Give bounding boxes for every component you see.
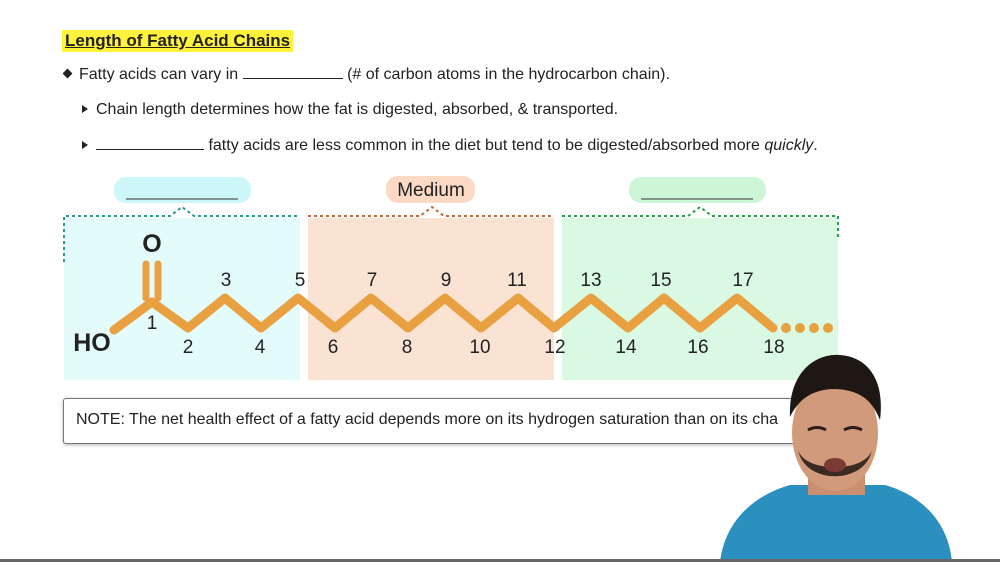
continuation-dot [809, 323, 819, 333]
note-box: NOTE: The net health effect of a fatty a… [63, 398, 835, 444]
carbon-number: 2 [183, 337, 194, 358]
carbon-number: 12 [544, 337, 565, 358]
medium-label: Medium [397, 180, 465, 201]
fatty-acid-chain-diagram: Medium O HO 1 2 3 4 5 6 7 8 9 10 11 12 1… [63, 176, 839, 380]
presenter-shirt [720, 485, 952, 562]
oxygen-atom: O [142, 230, 161, 258]
triangle-bullet-icon [82, 141, 88, 149]
carbon-number-labels: 1 2 3 4 5 6 7 8 9 10 11 12 13 14 15 16 1… [147, 270, 785, 358]
long-chain-brace [562, 205, 839, 240]
answer-blank-1 [242, 78, 343, 79]
carbon-number: 11 [507, 270, 527, 291]
carbon-number: 3 [221, 270, 232, 291]
carbon-number: 8 [402, 337, 413, 358]
long-chain-region [562, 218, 838, 380]
period: . [813, 137, 818, 154]
short-label-pill [114, 177, 251, 203]
sub-bullet-chain-length: Chain length determines how the fat is d… [82, 101, 618, 119]
carbon-number: 4 [255, 337, 266, 358]
presenter-mouth [824, 458, 846, 472]
carbon-number: 16 [687, 337, 708, 358]
carbon-number: 13 [580, 270, 601, 291]
carbon-number: 5 [295, 270, 306, 291]
presenter-webcam [720, 354, 952, 562]
carbon-number: 17 [732, 270, 753, 291]
bullet-fatty-acids-vary: Fatty acids can vary in (# of carbon ato… [62, 66, 670, 84]
triangle-bullet-icon [82, 105, 88, 113]
sub-bullet-less-common: fatty acids are less common in the diet … [82, 137, 818, 155]
page-title: Length of Fatty Acid Chains [62, 30, 294, 52]
short-chain-brace [63, 205, 300, 262]
diamond-bullet-icon [62, 68, 73, 79]
presenter-hair [789, 354, 881, 420]
carbon-number: 9 [441, 270, 452, 291]
presenter-eye-left [807, 426, 827, 432]
note-text: NOTE: The net health effect of a fatty a… [76, 411, 779, 428]
video-bottom-bar [0, 559, 1000, 562]
carbon-number: 10 [469, 337, 490, 358]
carbon-number: 15 [650, 270, 671, 291]
presenter-eye-right [843, 426, 863, 432]
hydroxyl-group: HO [73, 329, 111, 357]
carbon-number: 18 [763, 337, 784, 358]
carbon-number: 7 [367, 270, 378, 291]
continuation-dot [823, 323, 833, 333]
carbon-number: 14 [615, 337, 637, 358]
bullet-text-before: Fatty acids can vary in [79, 66, 239, 83]
carbon-number: 6 [328, 337, 339, 358]
continuation-dot [781, 323, 791, 333]
medium-chain-brace [308, 205, 554, 217]
medium-label-pill [386, 176, 475, 203]
emphasis-quickly: quickly [764, 137, 814, 154]
hydrocarbon-chain [109, 293, 778, 335]
presenter-face [792, 375, 878, 491]
presenter-beard [798, 450, 872, 477]
bullet-text-after: (# of carbon atoms in the hydrocarbon ch… [347, 66, 670, 83]
sub-bullet-text: fatty acids are less common in the diet … [208, 137, 760, 154]
long-label-pill [629, 177, 766, 203]
short-chain-region [64, 218, 300, 380]
answer-blank-2 [96, 149, 204, 150]
sub-bullet-text: Chain length determines how the fat is d… [96, 101, 619, 118]
carbon-number: 1 [147, 313, 158, 334]
continuation-dot [795, 323, 805, 333]
